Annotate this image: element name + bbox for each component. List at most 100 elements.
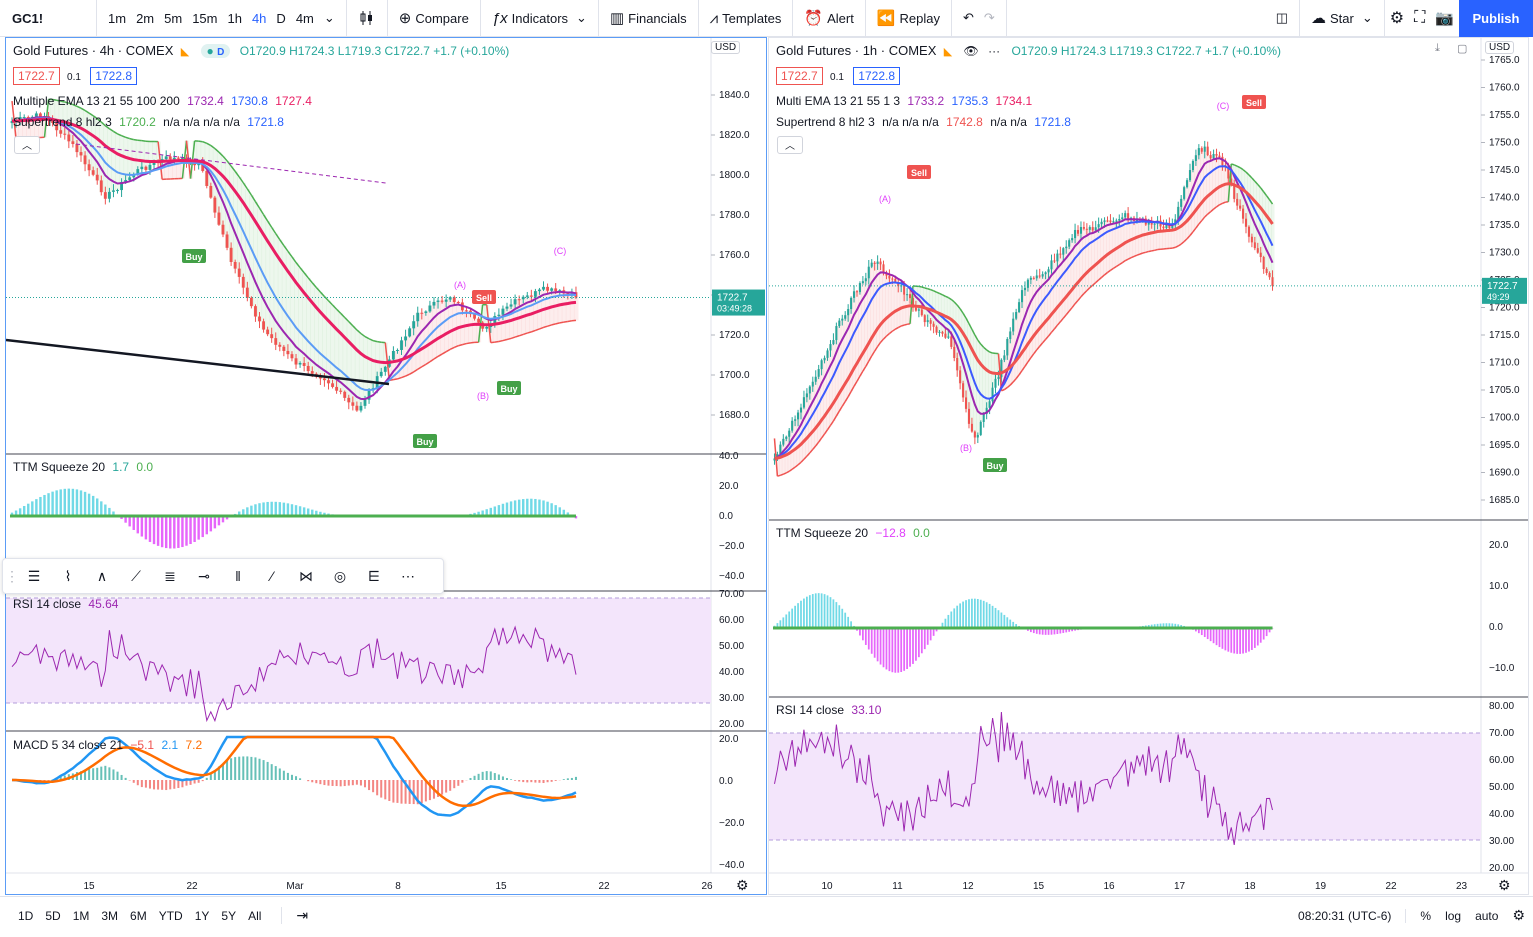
compare-button[interactable]: ⊕ Compare	[394, 4, 474, 32]
candle-body	[440, 300, 444, 302]
range-5d[interactable]: 5D	[45, 908, 61, 923]
interval-dropdown-chevron-icon[interactable]: ⌄	[323, 10, 335, 25]
currency-badge[interactable]: USD	[1485, 41, 1515, 54]
collapse-legend-button[interactable]: ︿	[777, 136, 803, 154]
right-rsi-legend[interactable]: RSI 14 close 33.10	[776, 703, 881, 717]
interval-4h[interactable]: 4h	[251, 10, 267, 26]
financials-button[interactable]: ▥ Financials	[605, 4, 692, 32]
interval-15m[interactable]: 15m	[192, 10, 218, 26]
redo-icon[interactable]: ↷	[983, 10, 995, 25]
interval-1h[interactable]: 1h	[227, 10, 242, 26]
supertrend-fill	[1079, 227, 1083, 297]
candle-body	[1218, 155, 1221, 157]
left-supertrend-legend[interactable]: Supertrend 8 hl2 3 1720.2 n/a n/a n/a n/…	[13, 115, 284, 129]
trend-line-drawing[interactable]	[5, 338, 390, 386]
symbol-search[interactable]: GC1!	[0, 0, 97, 37]
left-macd-legend[interactable]: MACD 5 34 close 21 −5.1 2.1 7.2	[13, 738, 202, 752]
last-price-marker[interactable]	[1482, 277, 1527, 304]
pattern-icon[interactable]: ⋈	[299, 567, 313, 584]
right-chart[interactable]: 1765.0 1760.0 1755.0 1750.0 1745.0 1740.0 1735…	[768, 37, 1529, 895]
fullscreen-icon[interactable]: ⛶	[1414, 9, 1426, 26]
fib-channel-icon[interactable]: ⋯	[401, 567, 415, 584]
elliott-wave-icon[interactable]: ⌇	[64, 567, 72, 584]
parallel-channel-icon[interactable]: ⋿	[367, 567, 381, 584]
left-rsi-legend[interactable]: RSI 14 close 45.64	[13, 597, 118, 611]
templates-button[interactable]: ⩘ Templates	[705, 4, 787, 32]
dashed-trend-line-drawing[interactable]	[75, 143, 387, 184]
interval-4m[interactable]: 4m	[295, 10, 314, 26]
rsi-axis-label: 70.00	[719, 589, 744, 600]
horizontal-ray-icon[interactable]: ⊸	[198, 567, 210, 584]
left-chart-canvas[interactable]: 1840.01820.01800.01780.01760.01740.01720…	[5, 38, 766, 894]
range-1d[interactable]: 1D	[18, 908, 34, 923]
buy-price-box[interactable]: 1722.8	[853, 67, 900, 85]
undo-icon[interactable]: ↶	[962, 10, 974, 25]
buy-price-box[interactable]: 1722.8	[90, 67, 137, 85]
candle-body	[1023, 287, 1027, 291]
right-ema-legend[interactable]: Multi EMA 13 21 55 1 3 1733.2 1735.3 173…	[776, 94, 1032, 108]
supertrend-line	[96, 118, 102, 123]
ray-icon[interactable]: ⁄	[270, 568, 274, 584]
axis-settings-gear-icon[interactable]: ⚙	[1498, 877, 1511, 893]
collapse-legend-button[interactable]: ︿	[14, 136, 40, 154]
left-ttm-legend[interactable]: TTM Squeeze 20 1.7 0.0	[13, 460, 153, 474]
horizontal-lines-icon[interactable]: ☰	[27, 567, 41, 584]
range-1y[interactable]: 1Y	[194, 908, 210, 923]
interval-1m[interactable]: 1m	[108, 10, 127, 26]
sell-price-box[interactable]: 1722.7	[776, 67, 823, 85]
log-toggle[interactable]: log	[1445, 908, 1462, 923]
range-3m[interactable]: 3M	[101, 908, 119, 923]
axis-settings-gear-icon[interactable]: ⚙	[736, 877, 749, 893]
maximize-icon[interactable]: ▢	[1457, 43, 1468, 55]
supertrend-fill	[1215, 155, 1219, 207]
fib-retracement-icon[interactable]: ≣	[164, 567, 176, 584]
supertrend-fill	[62, 101, 68, 135]
publish-button[interactable]: Publish	[1459, 0, 1533, 37]
indicators-button[interactable]: ƒx Indicators ⌄	[487, 4, 592, 32]
supertrend-fill	[852, 291, 857, 387]
settings-gear-icon[interactable]: ⚙	[1512, 907, 1525, 923]
replay-button[interactable]: ⏪ Replay	[872, 4, 945, 32]
range-ytd[interactable]: YTD	[158, 908, 183, 923]
interval-d[interactable]: D	[276, 10, 286, 26]
range-6m[interactable]: 6M	[130, 908, 147, 923]
supertrend-fill	[858, 283, 862, 377]
auto-toggle[interactable]: auto	[1475, 908, 1499, 923]
candles-icon[interactable]	[353, 4, 381, 32]
layout-icon[interactable]: ◫	[1275, 10, 1289, 25]
camera-icon[interactable]: 📷	[1435, 10, 1454, 27]
settings-gear-icon[interactable]: ⚙	[1389, 10, 1405, 27]
alert-button[interactable]: ⏰ Alert	[799, 4, 858, 32]
range-all[interactable]: All	[248, 908, 262, 923]
goto-date-icon[interactable]: ⇥	[281, 907, 314, 924]
range-5y[interactable]: 5Y	[221, 908, 237, 923]
left-ema-legend[interactable]: Multiple EMA 13 21 55 100 200 1732.4 173…	[13, 94, 312, 108]
sell-price-box[interactable]: 1722.7	[13, 67, 60, 85]
fib-spiral-icon[interactable]: ◎	[333, 567, 347, 584]
supertrend-line	[877, 341, 882, 347]
scroll-down-icon[interactable]: ⤓	[1435, 42, 1440, 54]
eye-icon[interactable]: 👁	[963, 44, 979, 58]
range-1m[interactable]: 1M	[72, 908, 90, 923]
clock-time[interactable]: 08:20:31 (UTC-6)	[1298, 908, 1392, 923]
trend-line-icon[interactable]: ⟋	[131, 567, 141, 584]
candle-body	[876, 261, 879, 264]
currency-badge[interactable]: USD	[711, 41, 741, 54]
cloud-save-button[interactable]: ☁ Star ⌄	[1306, 4, 1378, 32]
left-chart[interactable]: 1840.01820.01800.01780.01760.01740.01720…	[5, 37, 767, 895]
candle-body	[172, 157, 176, 160]
supertrend-fill	[338, 313, 344, 392]
interval-2m[interactable]: 2m	[136, 10, 155, 26]
right-chart-canvas[interactable]: 1765.0 1760.0 1755.0 1750.0 1745.0 1740.0 1735…	[769, 38, 1528, 894]
last-price-marker[interactable]	[712, 289, 765, 316]
supertrend-value-3: n/a n/a	[990, 115, 1027, 129]
abc-pattern-icon[interactable]: ∧	[96, 567, 108, 584]
interval-5m[interactable]: 5m	[164, 10, 183, 26]
right-supertrend-legend[interactable]: Supertrend 8 hl2 3 n/a n/a n/a 1742.8 n/…	[776, 115, 1071, 129]
percent-toggle[interactable]: %	[1405, 908, 1431, 923]
drag-handle-icon[interactable]: ⋮	[5, 567, 19, 584]
cycle-lines-icon[interactable]: ‖	[235, 568, 241, 584]
more-dots-icon[interactable]: ···	[988, 44, 1001, 58]
ttm-axis-label: 10.0	[1489, 581, 1509, 592]
right-ttm-legend[interactable]: TTM Squeeze 20 −12.8 0.0	[776, 526, 930, 540]
